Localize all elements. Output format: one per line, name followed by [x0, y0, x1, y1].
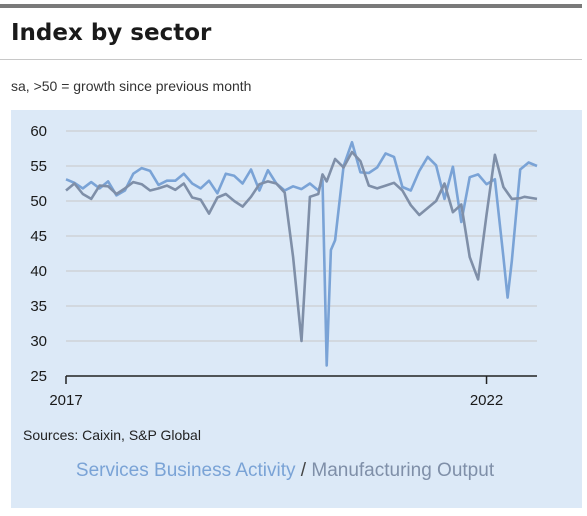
x-tick-label: 2017: [49, 392, 82, 409]
top-rule: [0, 4, 582, 8]
y-tick-label: 45: [30, 228, 47, 245]
chart-subtitle: sa, >50 = growth since previous month: [11, 78, 252, 94]
legend-manufacturing: Manufacturing Output: [311, 460, 495, 481]
y-tick-label: 50: [30, 193, 47, 210]
grid-lines: [66, 130, 537, 342]
chart-panel: 25 30 35 40 45 50 55 60 2017 2022: [11, 110, 582, 508]
y-axis-ticks: 25 30 35 40 45 50 55 60: [30, 123, 47, 385]
series-line-manufacturing: [65, 150, 538, 343]
y-tick-label: 35: [30, 298, 47, 315]
y-tick-label: 40: [30, 263, 47, 280]
y-tick-label: 60: [30, 123, 47, 140]
y-tick-label: 30: [30, 333, 47, 350]
chart-plot: 25 30 35 40 45 50 55 60 2017 2022: [30, 123, 538, 409]
chart-title: Index by sector: [11, 20, 212, 46]
y-tick-label: 25: [30, 368, 47, 385]
y-tick-label: 55: [30, 158, 47, 175]
legend-separator: /: [295, 460, 312, 481]
legend: Services Business Activity / Manufacturi…: [0, 460, 570, 482]
legend-services: Services Business Activity: [75, 460, 296, 481]
source-note: Sources: Caixin, S&P Global: [23, 427, 201, 443]
series-lines: [65, 140, 538, 367]
x-axis: 2017 2022: [49, 375, 537, 409]
x-tick-label: 2022: [470, 392, 503, 409]
title-divider: [0, 59, 582, 60]
